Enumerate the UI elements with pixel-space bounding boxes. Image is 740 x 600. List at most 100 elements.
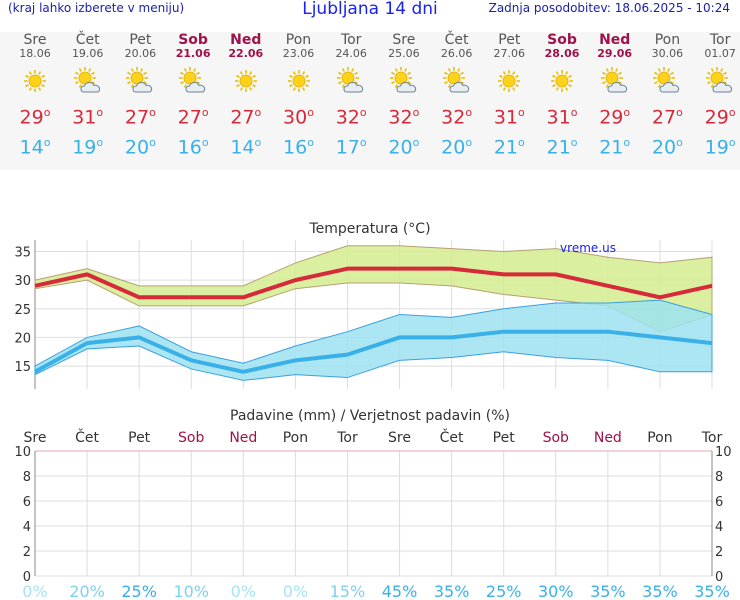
day-name: Tor — [340, 32, 362, 48]
precip-probability: 30% — [538, 582, 574, 600]
max-temperature: 27o — [167, 102, 219, 128]
y-tick-label: 6 — [23, 495, 31, 510]
max-temperature-value: 29 — [599, 106, 624, 129]
y-tick-label: 35 — [14, 245, 31, 260]
y-tick-label-right: 10 — [715, 445, 732, 460]
day-column: Sre 18.06 29o 14o — [9, 32, 61, 159]
y-tick-label-right: 4 — [715, 520, 723, 535]
day-column: Pet 20.06 27o 20o — [114, 32, 166, 159]
max-temperature-value: 29 — [704, 106, 729, 129]
max-temperature-value: 27 — [124, 106, 150, 129]
min-temperature: 17o — [325, 132, 377, 158]
x-tick-label: Tor — [701, 430, 723, 446]
y-tick-label-right: 8 — [715, 470, 723, 485]
degree-mark: o — [201, 136, 209, 150]
day-name: Sob — [547, 32, 577, 48]
degree-mark: o — [96, 106, 104, 119]
location-hint[interactable]: (kraj lahko izberete v meniju) — [8, 1, 185, 15]
y-tick-label: 2 — [23, 545, 31, 560]
min-temperature-value: 16 — [177, 136, 202, 159]
day-name: Čet — [444, 32, 469, 48]
x-tick-label: Sob — [178, 430, 204, 446]
sun-cloud-icon — [442, 67, 469, 93]
min-temperature-value: 21 — [493, 136, 519, 159]
day-name: Tor — [709, 32, 731, 48]
x-tick-label: Ned — [229, 430, 257, 446]
min-temperature-value: 20 — [124, 136, 150, 159]
day-name: Ned — [230, 32, 262, 48]
sun-cloud-icon — [337, 67, 364, 93]
day-column: Čet 19.06 31o 19o — [62, 32, 114, 159]
max-temperature: 31o — [536, 102, 588, 128]
sun-cloud-icon — [706, 67, 733, 93]
y-tick-label: 0 — [23, 570, 31, 585]
x-tick-label: Tor — [336, 430, 358, 446]
sun-cloud-icon — [126, 67, 153, 93]
degree-mark: o — [570, 136, 578, 150]
sun-icon — [287, 70, 310, 92]
max-temperature-value: 31 — [493, 106, 519, 129]
y-tick-label: 25 — [14, 303, 31, 318]
y-tick-label-right: 6 — [715, 495, 723, 510]
degree-mark: o — [149, 136, 156, 150]
day-date: 19.06 — [71, 47, 104, 60]
max-temperature-value: 27 — [230, 106, 255, 129]
y-tick-label: 4 — [23, 520, 31, 535]
max-temperature: 29o — [589, 102, 641, 128]
x-tick-label: Pet — [128, 430, 151, 446]
y-tick-label: 15 — [14, 360, 31, 375]
day-date: 23.06 — [282, 47, 315, 60]
day-date: 26.06 — [440, 47, 473, 60]
day-date: 18.06 — [19, 47, 51, 60]
header: (kraj lahko izberete v meniju) Ljubljana… — [0, 0, 740, 20]
page-title: Ljubljana 14 dni — [302, 0, 438, 19]
max-temperature-value: 30 — [283, 106, 308, 129]
day-name: Sre — [392, 32, 416, 48]
degree-mark: o — [43, 136, 51, 150]
degree-mark: o — [465, 136, 473, 150]
max-temperature-value: 27 — [177, 106, 202, 129]
max-temperature: 30o — [273, 102, 325, 128]
day-date: 27.06 — [493, 47, 526, 60]
degree-mark: o — [518, 106, 525, 119]
min-temperature-value: 14 — [19, 136, 44, 159]
degree-mark: o — [412, 136, 420, 150]
y-tick-label: 30 — [14, 274, 31, 289]
x-tick-label: Čet — [75, 428, 99, 446]
day-date: 22.06 — [228, 47, 264, 60]
day-date: 25.06 — [388, 47, 420, 60]
min-temp-band — [34, 299, 713, 381]
day-date: 28.06 — [544, 47, 580, 60]
min-temperature: 14o — [220, 132, 272, 158]
x-tick-label: Sre — [388, 430, 411, 446]
min-temperature-value: 21 — [546, 136, 571, 159]
degree-mark: o — [43, 106, 51, 119]
day-column: Tor 24.06 32o 17o — [325, 32, 377, 159]
max-temperature: 31o — [483, 102, 535, 128]
degree-mark: o — [518, 136, 525, 150]
min-temperature-value: 17 — [335, 136, 360, 159]
min-temperature-value: 20 — [388, 136, 413, 159]
precip-probability: 10% — [173, 582, 209, 600]
max-temperature: 31o — [62, 102, 114, 128]
day-date: 29.06 — [597, 47, 633, 60]
min-temperature: 21o — [536, 132, 588, 158]
degree-mark: o — [96, 136, 104, 150]
min-temperature-value: 16 — [283, 136, 308, 159]
precip-probability: 25% — [121, 582, 157, 600]
day-name: Sob — [178, 32, 208, 48]
x-tick-label: Pon — [647, 430, 672, 446]
min-temperature: 19o — [62, 132, 114, 158]
sun-cloud-icon — [73, 67, 100, 93]
max-temp-line — [34, 266, 713, 300]
sun-icon — [24, 70, 46, 92]
day-column: Pet 27.06 31o 21o — [483, 32, 535, 159]
sun-cloud-icon — [389, 67, 417, 93]
x-tick-label: Sob — [543, 430, 569, 446]
day-column: Sob 21.06 27o 16o — [167, 32, 219, 159]
precip-probability: 0% — [22, 582, 47, 600]
x-tick-label: Sre — [24, 430, 47, 446]
min-temperature-value: 14 — [230, 136, 255, 159]
sun-icon — [551, 70, 573, 92]
degree-mark: o — [570, 106, 578, 119]
